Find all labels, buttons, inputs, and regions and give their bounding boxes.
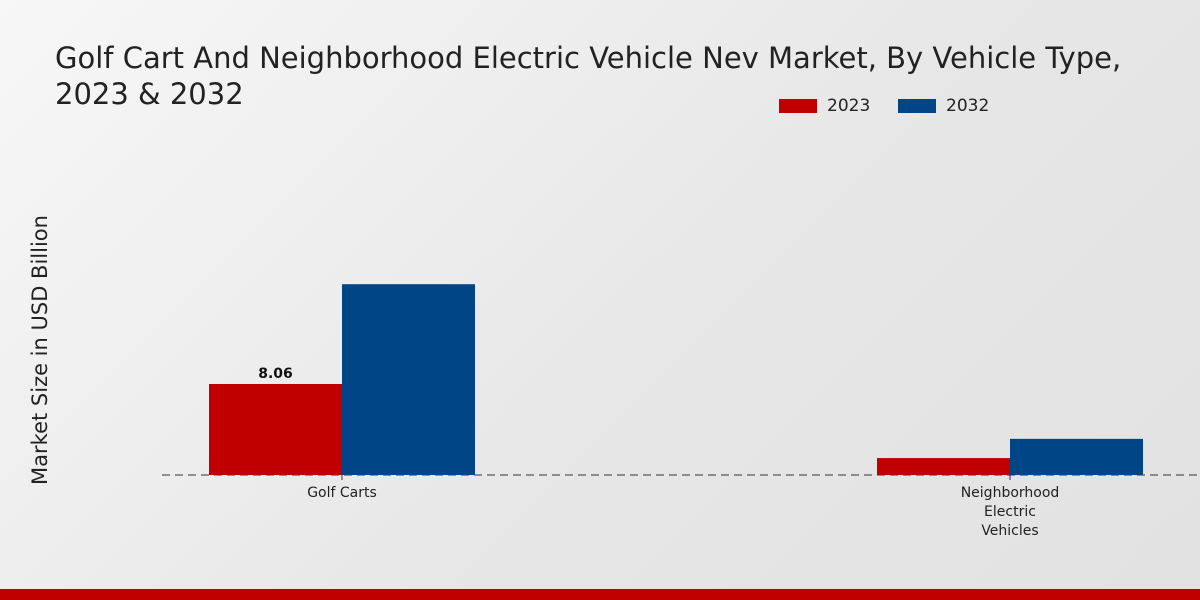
x-tick-label: Golf Carts (307, 485, 377, 501)
chart-title: Golf Cart And Neighborhood Electric Vehi… (55, 41, 1122, 111)
legend-label: 2032 (946, 96, 990, 116)
legend-swatch (779, 99, 817, 113)
bottom-bar (0, 589, 1200, 600)
bar-2023 (877, 458, 1010, 475)
bar-2023 (209, 384, 342, 475)
x-tick-label: Vehicles (981, 523, 1038, 539)
bar-2032 (342, 284, 475, 475)
legend-label: 2023 (827, 96, 871, 116)
data-label: 8.06 (258, 366, 293, 382)
x-tick-label: Electric (984, 504, 1036, 520)
x-tick-label: Neighborhood (961, 485, 1060, 501)
legend-item-2023: 2023 (779, 96, 870, 116)
legend-swatch (898, 99, 936, 113)
legend-item-2032: 2032 (898, 96, 989, 116)
bar-2032 (1010, 438, 1143, 475)
